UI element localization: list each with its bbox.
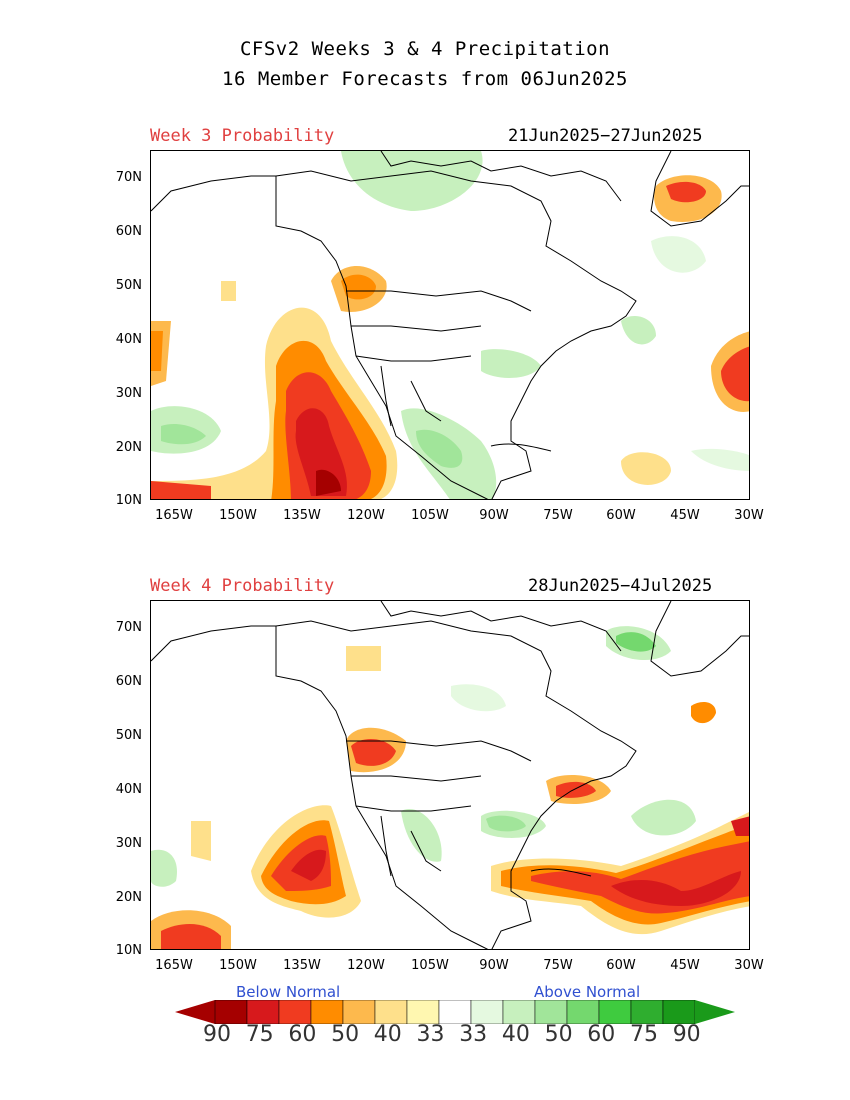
week3-map-svg (151, 151, 749, 499)
legend-value: 75 (245, 1022, 274, 1047)
week3-map (150, 150, 750, 500)
legend-value: 40 (501, 1022, 530, 1047)
week4-map-svg (151, 601, 749, 949)
legend-value: 90 (672, 1022, 701, 1047)
legend-value: 33 (459, 1022, 488, 1047)
p1-lat-60: 60N (115, 224, 142, 239)
legend-arrow-left (175, 1000, 215, 1024)
p1-lon-45: 45W (670, 508, 700, 523)
p1-lon-105: 105W (411, 508, 449, 523)
p1-lon-135: 135W (283, 508, 321, 523)
legend-swatch (310, 1000, 344, 1024)
panel2-dates: 28Jun2025−4Jul2025 (528, 576, 713, 596)
legend-value: 40 (373, 1022, 402, 1047)
p1-lat-20: 20N (115, 440, 142, 455)
legend-swatch (534, 1000, 568, 1024)
p2-lon-60: 60W (606, 958, 636, 973)
main-title-line1: CFSv2 Weeks 3 & 4 Precipitation (239, 38, 611, 60)
p2-lon-90: 90W (479, 958, 509, 973)
legend-swatch (406, 1000, 440, 1024)
p2-lon-30: 30W (734, 958, 764, 973)
p1-lat-50: 50N (115, 278, 142, 293)
panel2-label: Week 4 Probability (150, 576, 335, 596)
legend-swatch (246, 1000, 280, 1024)
panel1-label: Week 3 Probability (150, 126, 335, 146)
panel1-dates: 21Jun2025−27Jun2025 (508, 126, 703, 146)
legend-value: 60 (587, 1022, 616, 1047)
legend-swatch (214, 1000, 248, 1024)
p2-lat-20: 20N (115, 890, 142, 905)
p1-lon-120: 120W (347, 508, 385, 523)
p1-lon-165: 165W (155, 508, 193, 523)
p2-lat-40: 40N (115, 782, 142, 797)
legend-swatch (470, 1000, 504, 1024)
p1-lon-150: 150W (219, 508, 257, 523)
p2-lat-10: 10N (115, 943, 142, 958)
p2-lon-165: 165W (155, 958, 193, 973)
main-title-line2: 16 Member Forecasts from 06Jun2025 (222, 68, 628, 90)
week3-coastlines (151, 151, 749, 499)
p2-lon-105: 105W (411, 958, 449, 973)
legend-colorbar (175, 1000, 735, 1024)
week3-precip-shading (151, 151, 749, 499)
p2-lat-70: 70N (115, 620, 142, 635)
p2-lon-75: 75W (543, 958, 573, 973)
p2-lon-135: 135W (283, 958, 321, 973)
legend-value: 60 (288, 1022, 317, 1047)
legend-swatch (278, 1000, 312, 1024)
legend-value: 50 (331, 1022, 360, 1047)
legend-swatch (566, 1000, 600, 1024)
legend-swatch (662, 1000, 696, 1024)
legend-swatch (374, 1000, 408, 1024)
p2-lon-150: 150W (219, 958, 257, 973)
legend-swatch (342, 1000, 376, 1024)
p2-lon-45: 45W (670, 958, 700, 973)
legend-value: 90 (203, 1022, 231, 1047)
legend-value: 50 (544, 1022, 573, 1047)
p1-lon-90: 90W (479, 508, 509, 523)
legend-value: 33 (416, 1022, 445, 1047)
legend-value: 75 (630, 1022, 658, 1047)
p1-lat-30: 30N (115, 386, 142, 401)
p1-lat-70: 70N (115, 170, 142, 185)
p1-lat-40: 40N (115, 332, 142, 347)
week4-precip-shading (151, 626, 749, 949)
legend-arrow-right (695, 1000, 735, 1024)
legend-swatch (598, 1000, 632, 1024)
p1-lon-30: 30W (734, 508, 764, 523)
legend-above-label: Above Normal (534, 983, 641, 1001)
p2-lat-50: 50N (115, 728, 142, 743)
p2-lat-30: 30N (115, 836, 142, 851)
p1-lat-10: 10N (115, 493, 142, 508)
week4-map (150, 600, 750, 950)
legend-swatch (502, 1000, 536, 1024)
p2-lat-60: 60N (115, 674, 142, 689)
week4-coastlines (151, 601, 749, 949)
p2-lon-120: 120W (347, 958, 385, 973)
legend-swatch (630, 1000, 664, 1024)
legend-below-label: Below Normal (236, 983, 341, 1001)
p1-lon-75: 75W (543, 508, 573, 523)
p1-lon-60: 60W (606, 508, 636, 523)
legend-swatch (438, 1000, 472, 1024)
